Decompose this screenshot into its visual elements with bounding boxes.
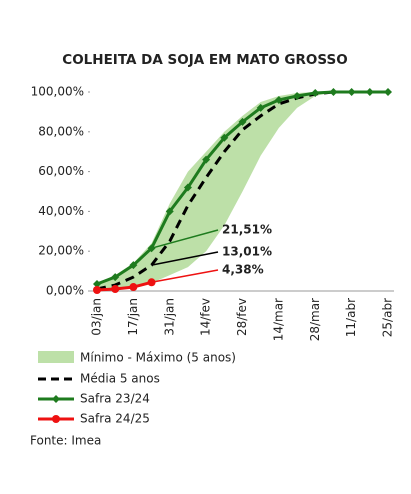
legend-marker: [52, 415, 60, 423]
y-tick-label: 20,00%: [38, 244, 84, 258]
chart-title: COLHEITA DA SOJA EM MATO GROSSO: [62, 52, 347, 68]
legend-label: Safra 24/25: [80, 412, 150, 426]
point: [293, 91, 302, 100]
leader-line: [151, 251, 219, 266]
x-tick-label: 14/fev: [199, 298, 213, 336]
x-tick-label: 03/jan: [90, 298, 104, 336]
point: [129, 283, 138, 292]
point: [202, 155, 211, 164]
y-tick-label: 40,00%: [38, 204, 84, 218]
x-tick-label: 28/fev: [235, 298, 249, 336]
data-label: 13,01%: [222, 245, 272, 259]
x-tick-label: 11/abr: [344, 298, 358, 337]
point: [111, 285, 120, 294]
y-tick-label: 100,00%: [31, 85, 84, 99]
y-tick-label: 0,00%: [46, 284, 84, 298]
legend-marker: [52, 395, 60, 403]
legend-label: Safra 23/24: [80, 392, 150, 406]
x-tick-label: 28/mar: [308, 298, 322, 341]
legend-swatch: [38, 351, 74, 363]
point: [111, 273, 120, 282]
point: [93, 286, 101, 295]
x-tick-label: 17/jan: [126, 298, 140, 336]
point: [183, 183, 192, 192]
y-tick-label: 80,00%: [38, 124, 84, 138]
data-label: 21,51%: [222, 223, 272, 237]
point: [220, 133, 229, 142]
point: [311, 88, 320, 97]
x-tick-label: 31/jan: [162, 298, 176, 336]
source: Fonte: Imea: [30, 434, 101, 448]
point: [365, 88, 374, 96]
point: [129, 261, 138, 270]
x-tick-label: 25/abr: [381, 298, 395, 337]
point: [274, 95, 283, 104]
point: [256, 103, 265, 112]
point: [329, 88, 338, 96]
point: [347, 88, 356, 96]
x-tick-label: 14/mar: [271, 298, 285, 341]
point: [384, 88, 392, 96]
data-label: 4,38%: [222, 263, 264, 277]
legend-label: Média 5 anos: [80, 372, 160, 386]
point: [165, 207, 174, 216]
legend-label: Mínimo - Máximo (5 anos): [80, 351, 236, 365]
point: [93, 280, 101, 289]
series-line: [96, 280, 152, 292]
y-tick-label: 60,00%: [38, 164, 84, 178]
point: [238, 117, 247, 126]
leader-line: [151, 229, 219, 249]
leader-line: [151, 269, 219, 284]
